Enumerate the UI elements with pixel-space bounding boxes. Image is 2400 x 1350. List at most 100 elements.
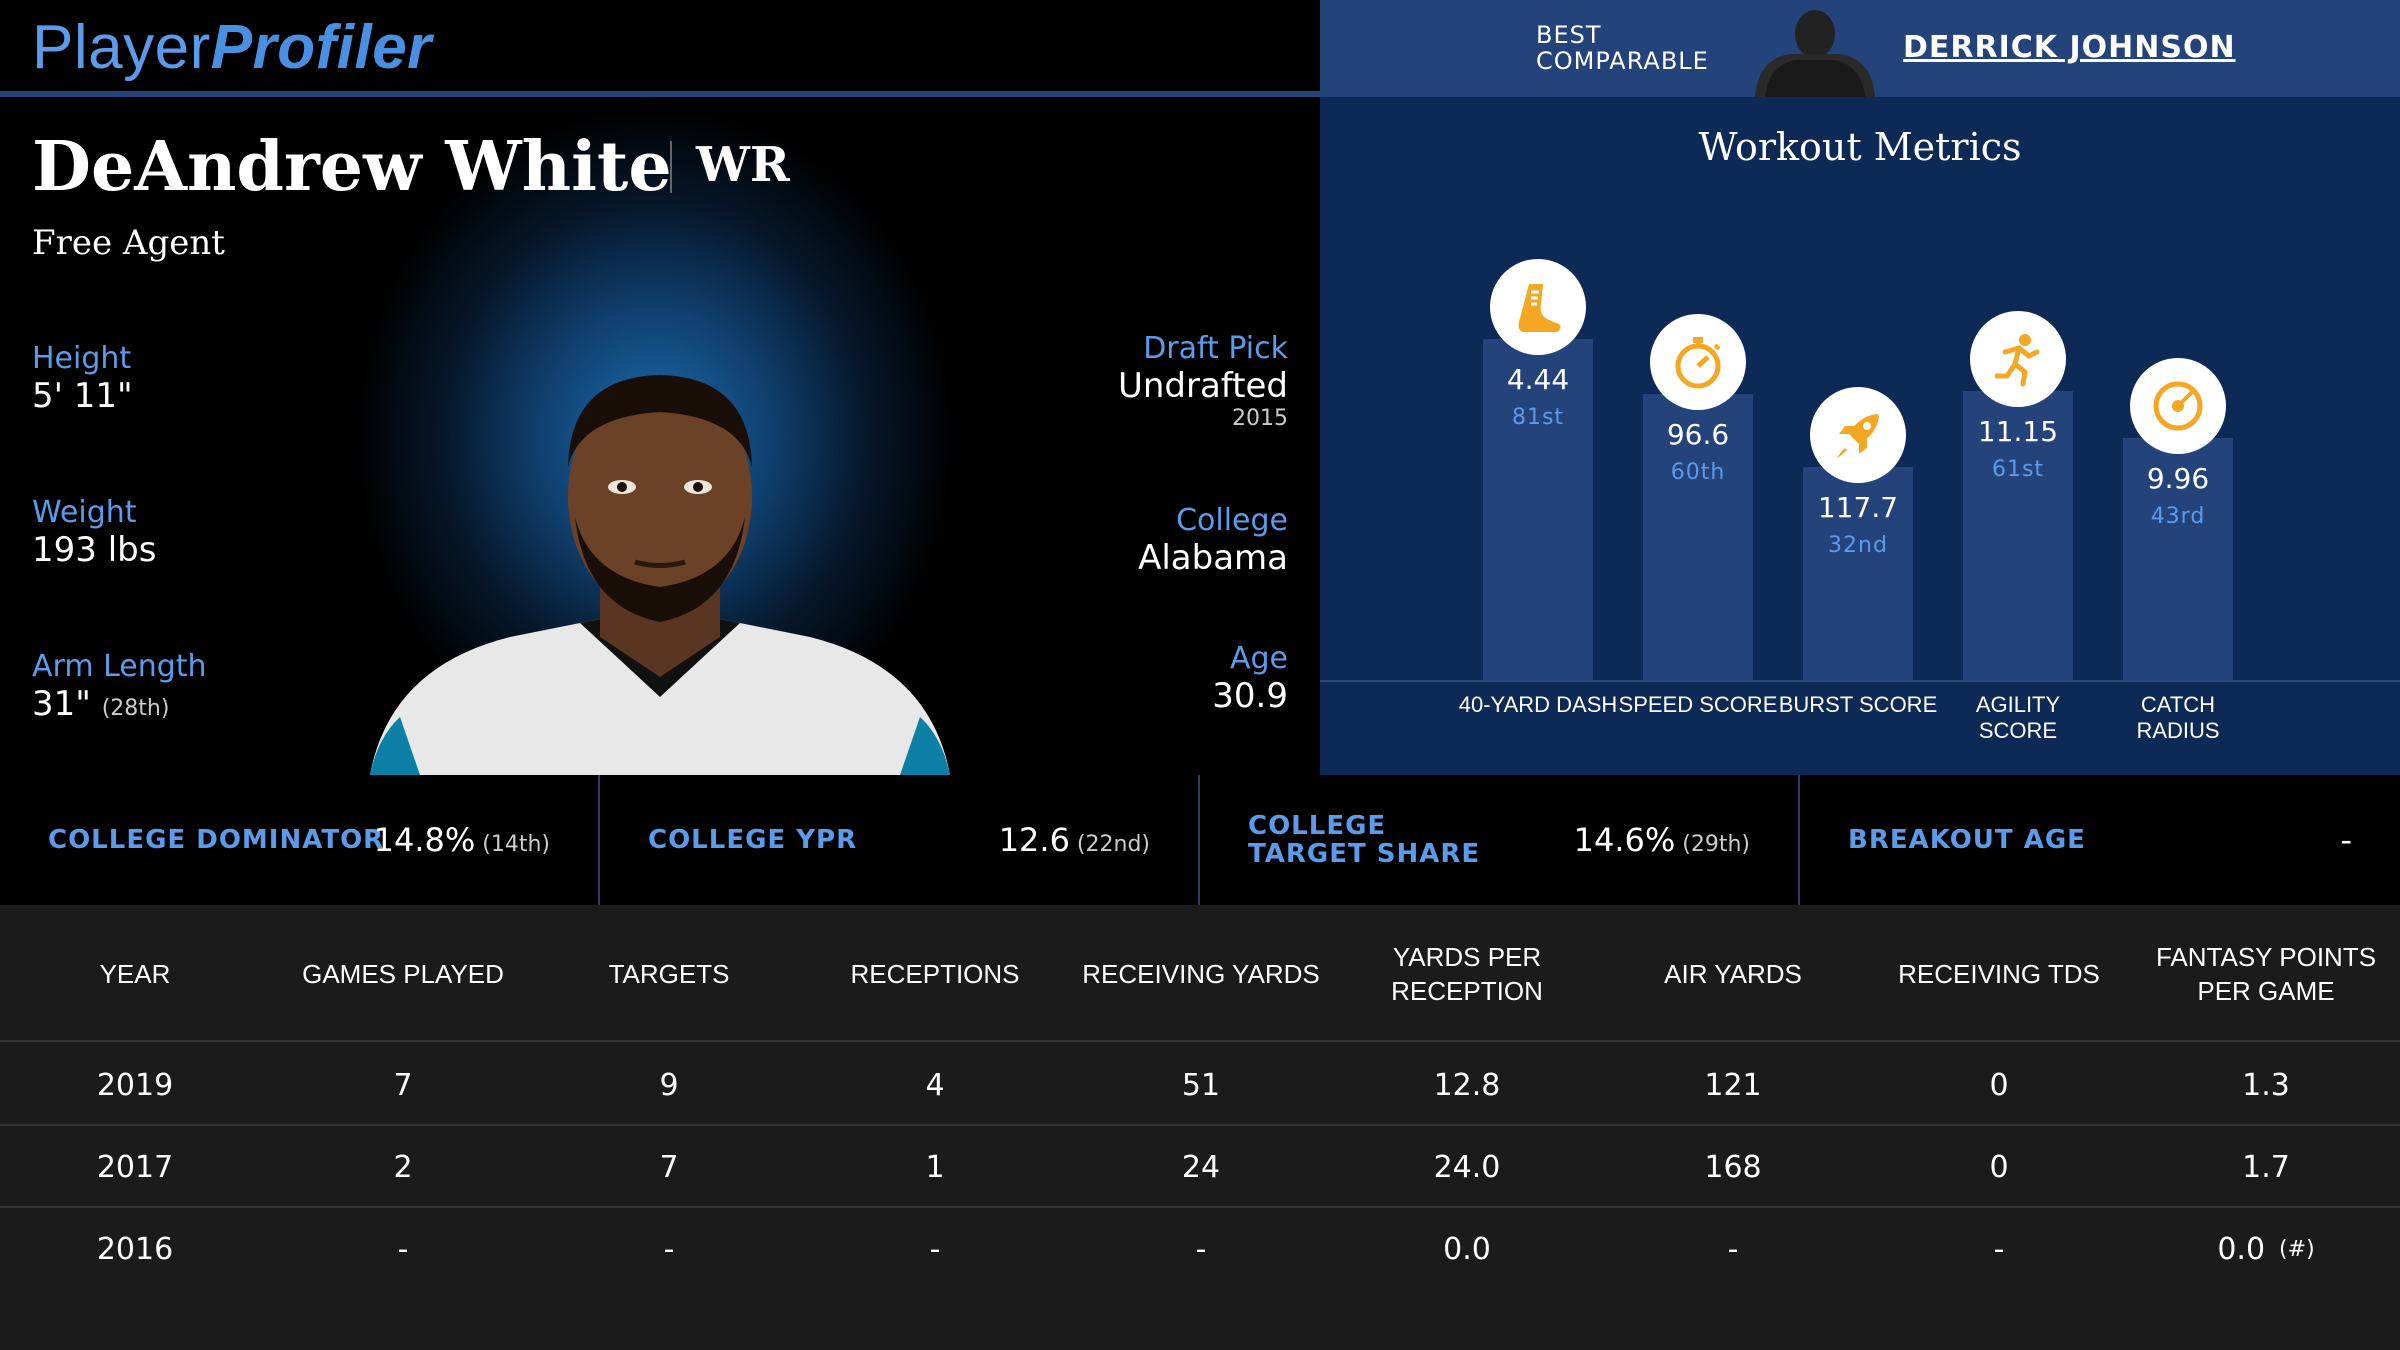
college-metric-value: - (2340, 821, 2352, 859)
player-position: WR (696, 137, 790, 193)
table-cell: 1.7 (2242, 1149, 2290, 1185)
college-metric-value: 14.8% (14th) (373, 821, 550, 859)
height-label: Height (32, 341, 132, 376)
workout-bar: 11.15 61st (1963, 391, 2073, 680)
table-cell: 0.0 (1443, 1231, 1491, 1267)
workout-rank: 61st (1991, 457, 2045, 482)
weight-stat: Weight 193 lbs (32, 495, 156, 570)
workout-metrics-panel: Workout Metrics 4.44 81st 40-YARD DASH 96.6… (1320, 97, 2400, 775)
table-cell: 121 (1704, 1067, 1762, 1103)
table-row: 2016 - - - - 0.0 - - 0.0 (#) (0, 1208, 2400, 1290)
college-metric-cell: BREAKOUT AGE - (1800, 775, 2400, 905)
workout-value: 4.44 (1506, 363, 1570, 396)
table-cell: 2017 (96, 1149, 174, 1185)
table-cell: 12.8 (1433, 1067, 1501, 1103)
workout-rank: 43rd (2150, 504, 2206, 529)
table-cell: - (663, 1231, 675, 1267)
table-cell: 4 (925, 1067, 945, 1103)
college-metric-cell: COLLEGE TARGET SHARE 14.6% (29th) (1200, 775, 1800, 905)
draft-pick-stat: Draft Pick Undrafted 2015 (1118, 331, 1288, 431)
workout-label: CATCH RADIUS (2136, 692, 2220, 743)
best-comparable-bar: BEST COMPARABLE DERRICK JOHNSON (1320, 0, 2400, 97)
table-cell: - (1195, 1231, 1207, 1267)
college-metric-cell: COLLEGE YPR 12.6 (22nd) (600, 775, 1200, 905)
age-label: Age (1229, 641, 1288, 676)
stopwatch-icon (1650, 314, 1746, 410)
college-metric-value: 12.6 (22nd) (998, 821, 1150, 859)
age-value: 30.9 (1212, 676, 1288, 716)
rocket-icon (1810, 387, 1906, 483)
workout-value: 11.15 (1977, 415, 2059, 448)
college-metric-label: COLLEGE YPR (648, 825, 858, 855)
workout-bar: 117.7 32nd (1803, 467, 1913, 680)
height-stat: Height 5' 11" (32, 341, 133, 416)
college-value: Alabama (1138, 538, 1288, 578)
workout-rank: 60th (1670, 460, 1726, 485)
player-team: Free Agent (32, 223, 225, 263)
name-divider (670, 141, 672, 193)
best-comparable-label: BEST COMPARABLE (1536, 21, 1709, 75)
workout-label: BURST SCORE (1778, 692, 1938, 717)
header-bar: PlayerProfiler (0, 0, 1320, 97)
college-label: College (1176, 503, 1288, 538)
college-stat: College Alabama (1138, 503, 1288, 578)
player-silhouette-icon (1755, 10, 1875, 97)
table-column-header[interactable]: AIR YARDS (1664, 958, 1802, 989)
site-logo[interactable]: PlayerProfiler (32, 13, 432, 82)
weight-label: Weight (32, 495, 137, 530)
running-shoe-icon (1490, 259, 1586, 355)
college-metric-label: BREAKOUT AGE (1848, 825, 2086, 855)
stats-table: YEAR GAMES PLAYED TARGETS RECEPTIONS RECEIVI… (0, 905, 2400, 1350)
table-column-header[interactable]: FANTASY POINTS PER GAME (2155, 941, 2377, 1006)
table-cell: 168 (1704, 1149, 1762, 1185)
workout-value: 9.96 (2146, 462, 2210, 495)
table-cell: - (1727, 1231, 1739, 1267)
table-column-header[interactable]: TARGETS (608, 958, 730, 989)
table-cell: 2 (393, 1149, 413, 1185)
arm-length-label: Arm Length (32, 649, 207, 684)
player-name: DeAndrew White (32, 127, 672, 207)
table-cell: - (1993, 1231, 2005, 1267)
table-cell: - (929, 1231, 941, 1267)
draft-pick-label: Draft Pick (1143, 331, 1288, 366)
table-cell: 7 (393, 1067, 413, 1103)
player-photo (370, 375, 950, 775)
arm-length-stat: Arm Length 31" (28th) (32, 649, 207, 724)
age-stat: Age 30.9 (1212, 641, 1288, 716)
table-header: YEAR GAMES PLAYED TARGETS RECEPTIONS RECEIVI… (0, 905, 2400, 1042)
target-icon (2130, 358, 2226, 454)
table-cell: 0 (1989, 1067, 2009, 1103)
workout-label: SPEED SCORE (1618, 692, 1778, 717)
college-metric-value: 14.6% (29th) (1573, 821, 1750, 859)
college-metric-rank: (14th) (475, 832, 550, 857)
table-column-header[interactable]: RECEPTIONS (850, 958, 1020, 989)
draft-pick-value: Undrafted (1117, 366, 1288, 406)
college-metric-rank: (22nd) (1069, 832, 1150, 857)
college-metric-cell: COLLEGE DOMINATOR 14.8% (14th) (0, 775, 600, 905)
workout-label: AGILITY SCORE (1975, 692, 2061, 743)
table-column-header[interactable]: YEAR (99, 958, 171, 989)
fantasy-note: (#) (2279, 1236, 2315, 1262)
table-column-header[interactable]: RECEIVING YARDS (1082, 958, 1320, 989)
college-metrics-row: COLLEGE DOMINATOR 14.8% (14th) COLLEGE YPR… (0, 775, 2400, 905)
college-metric-label: COLLEGE TARGET SHARE (1248, 811, 1481, 869)
arm-length-value: 31" (32, 684, 91, 724)
table-cell: 24 (1181, 1149, 1221, 1185)
table-row: 2017 2 7 1 24 24.0 168 0 1.7 (0, 1126, 2400, 1208)
table-cell: 24.0 (1433, 1149, 1501, 1185)
table-cell: 2016 (96, 1231, 174, 1267)
table-cell: - (397, 1231, 409, 1267)
workout-bar: 96.6 60th (1643, 394, 1753, 680)
college-metric-label: COLLEGE DOMINATOR (48, 825, 385, 855)
workout-bar: 9.96 43rd (2123, 438, 2233, 680)
workout-label: 40-YARD DASH (1458, 692, 1618, 717)
weight-value: 193 lbs (32, 530, 157, 570)
table-column-header[interactable]: RECEIVING TDS (1898, 958, 2100, 989)
table-column-header[interactable]: GAMES PLAYED (302, 958, 504, 989)
player-overview-panel: DeAndrew White WR Free Agent Height 5' 1… (0, 97, 1320, 775)
best-comparable-link[interactable]: DERRICK JOHNSON (1903, 30, 2236, 65)
table-cell: 7 (659, 1149, 679, 1185)
table-column-header[interactable]: YARDS PER RECEPTION (1391, 941, 1543, 1006)
table-cell: 1.3 (2242, 1067, 2290, 1103)
table-cell: 51 (1181, 1067, 1221, 1103)
